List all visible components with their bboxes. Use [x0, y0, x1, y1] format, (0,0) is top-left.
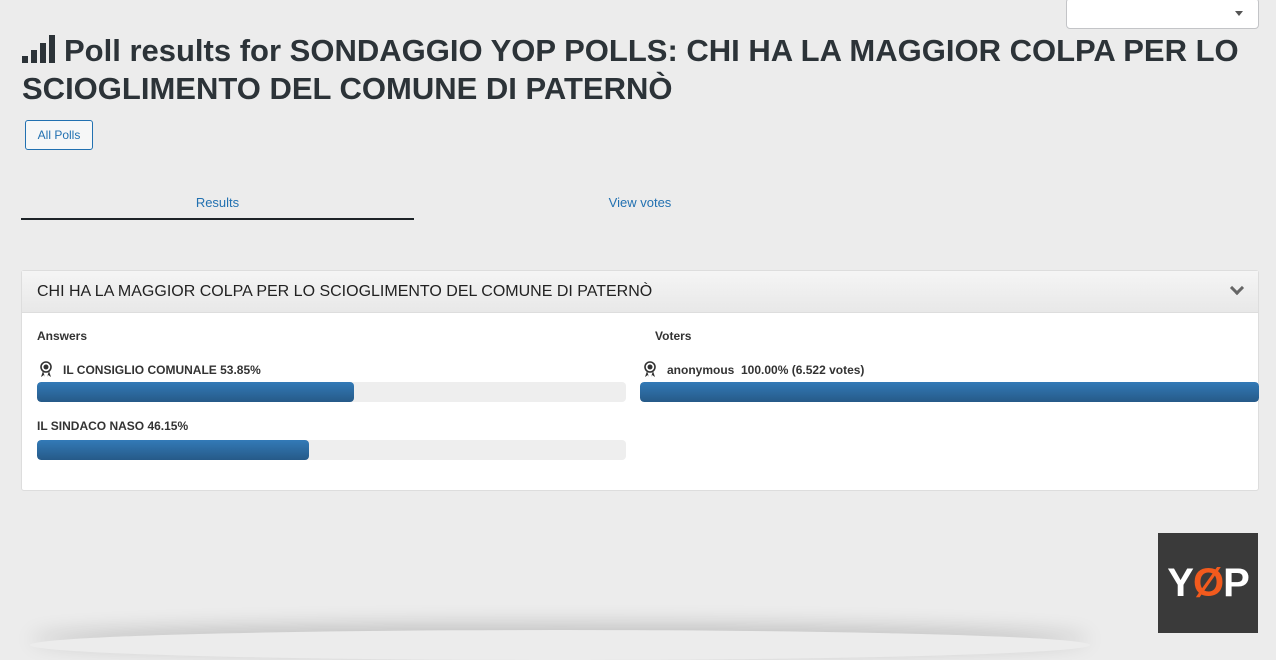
- tab-view-votes[interactable]: View votes: [608, 195, 672, 210]
- question-title: CHI HA LA MAGGIOR COLPA PER LO SCIOGLIME…: [37, 283, 653, 300]
- answer-progress-bar: [37, 382, 626, 402]
- poll-question-panel: CHI HA LA MAGGIOR COLPA PER LO SCIOGLIME…: [21, 270, 1259, 491]
- award-ribbon-icon: [40, 361, 52, 377]
- answer-label: IL SINDACO NASO 46.15%: [37, 419, 188, 433]
- answers-heading: Answers: [37, 329, 88, 343]
- chevron-down-icon[interactable]: [1229, 280, 1245, 296]
- chart-bars-icon: [22, 35, 56, 63]
- answer-text: IL SINDACO NASO 46.15%: [37, 419, 189, 433]
- answer-progress-fill: [37, 440, 309, 460]
- answer-progress-bar: [37, 440, 626, 460]
- voters-heading: Voters: [655, 329, 692, 343]
- page-title-text: Poll results for SONDAGGIO YOP POLLS: CH…: [22, 33, 1239, 106]
- answer-label: IL CONSIGLIO COMUNALE 53.85%: [39, 361, 261, 377]
- tab-results[interactable]: Results: [21, 188, 414, 220]
- voter-progress-bar: [640, 382, 1259, 402]
- voter-progress-fill: [640, 382, 1259, 402]
- caret-down-icon: [1235, 11, 1243, 16]
- yop-logo: YØP: [1158, 533, 1258, 633]
- footer-shadow: [30, 630, 1090, 660]
- all-polls-button[interactable]: All Polls: [25, 120, 93, 150]
- voter-label: anonymous 100.00% (6.522 votes): [643, 361, 864, 377]
- poll-select-dropdown[interactable]: [1066, 0, 1259, 29]
- page-title: Poll results for SONDAGGIO YOP POLLS: CH…: [22, 32, 1252, 108]
- award-ribbon-icon: [644, 361, 656, 377]
- answer-progress-fill: [37, 382, 355, 402]
- question-header[interactable]: CHI HA LA MAGGIOR COLPA PER LO SCIOGLIME…: [22, 271, 1258, 313]
- voter-text: anonymous 100.00% (6.522 votes): [667, 363, 865, 377]
- answer-text: IL CONSIGLIO COMUNALE 53.85%: [63, 363, 261, 377]
